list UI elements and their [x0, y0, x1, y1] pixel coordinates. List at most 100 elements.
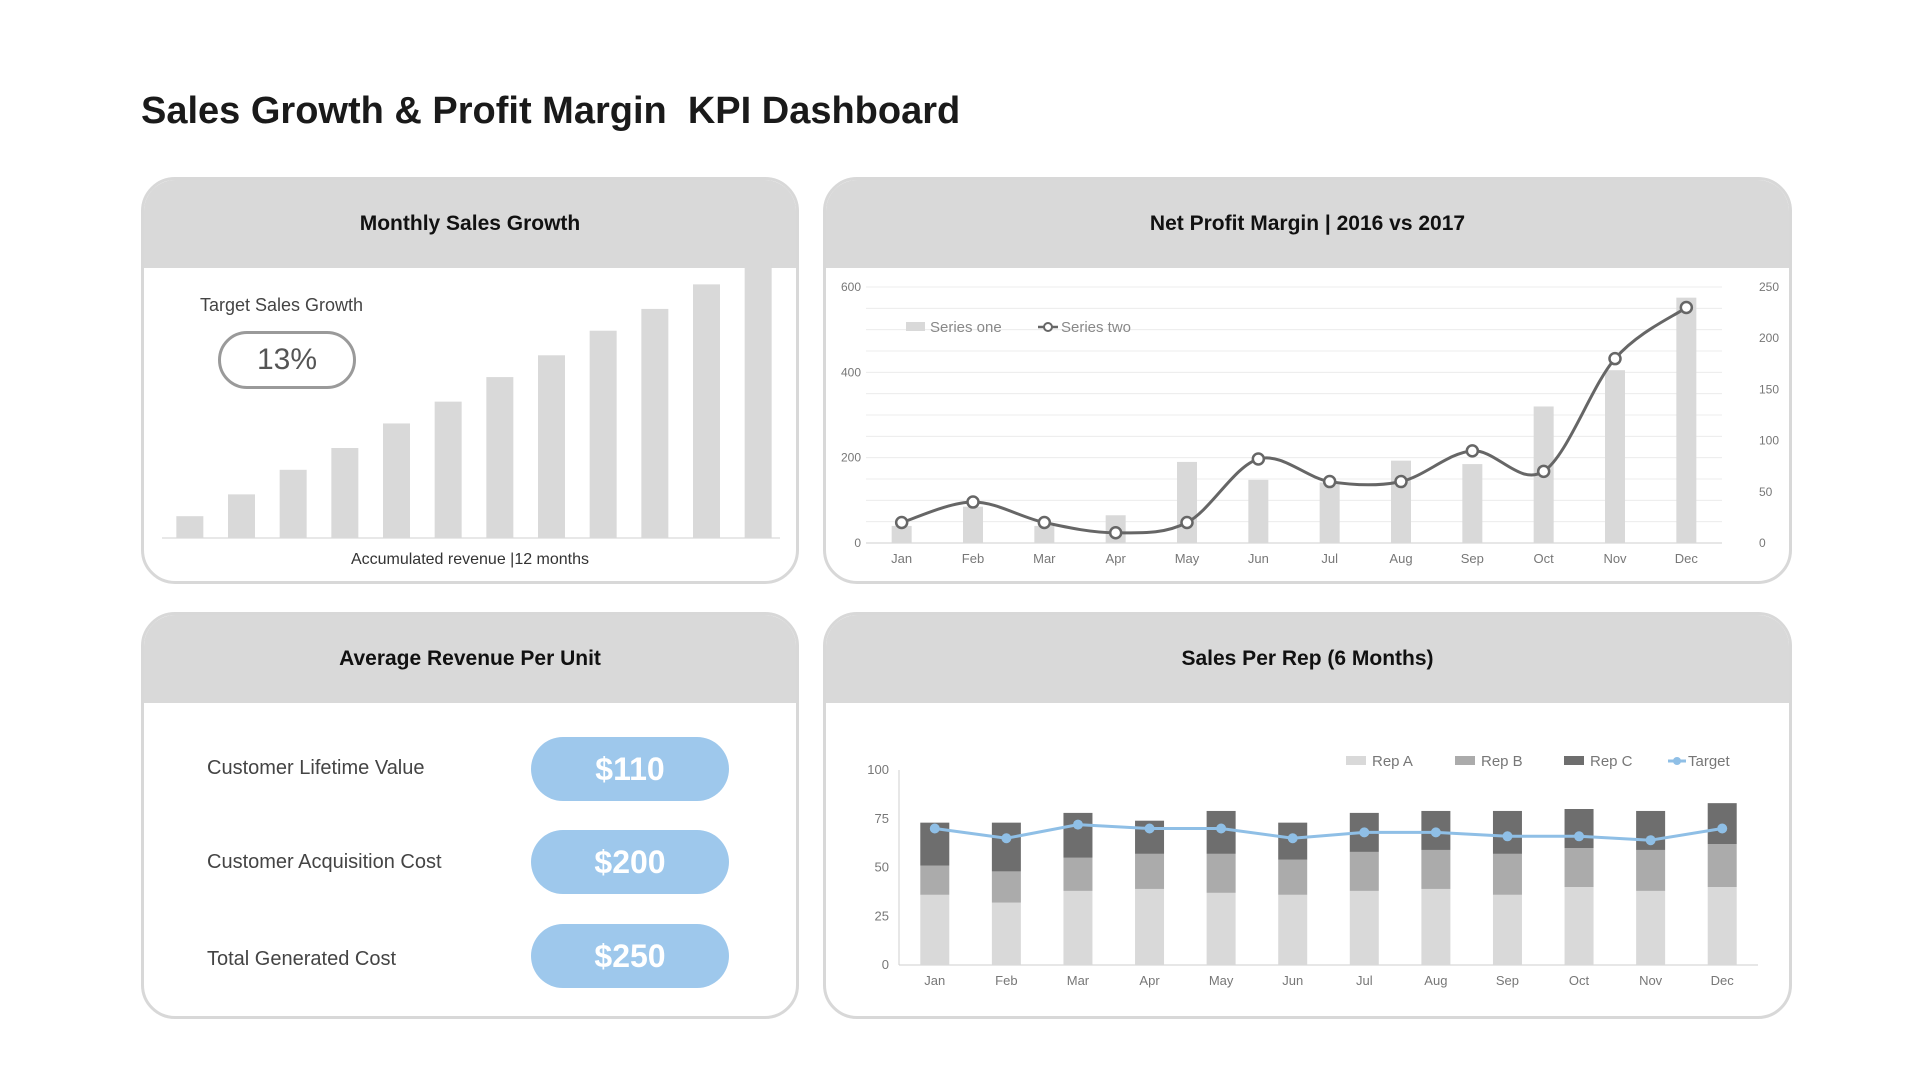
growth-bar [331, 448, 359, 538]
reps-target-point [1072, 819, 1083, 830]
reps-bar-rep-a [1206, 892, 1236, 965]
profit-left-tick: 0 [854, 536, 861, 550]
reps-bar-rep-a [1135, 888, 1165, 965]
reps-bar-rep-a [1564, 887, 1594, 965]
reps-target-point [929, 823, 940, 834]
sales-per-rep-card: Sales Per Rep (6 Months) 0 25 50 75 100 Jan Fe… [823, 612, 1792, 1019]
reps-x-tick: Feb [995, 973, 1017, 988]
reps-target-line [934, 823, 1723, 842]
reps-bar-rep-b [1564, 848, 1594, 887]
profit-legend-series-two: Series two [1061, 319, 1131, 336]
reps-target-point [1216, 823, 1227, 834]
accumulated-revenue-caption: Accumulated revenue |12 months [350, 551, 590, 568]
customer-lifetime-value-pill: $110 [531, 737, 729, 801]
reps-target-point [1001, 833, 1012, 844]
growth-bar [641, 308, 669, 538]
reps-target-point [1502, 831, 1513, 842]
reps-target-point [1717, 823, 1728, 834]
reps-x-tick: Jun [1282, 973, 1303, 988]
monthly-sales-growth-chart [162, 262, 780, 539]
reps-bar-rep-b [1063, 857, 1093, 891]
profit-x-tick: Oct [1534, 551, 1555, 566]
reps-y-tick: 100 [867, 762, 889, 777]
growth-bar [176, 516, 204, 538]
sales-per-rep-title: Sales Per Rep (6 Months) [826, 615, 1789, 703]
profit-x-tick: Jul [1321, 551, 1338, 566]
reps-bar-rep-a [1349, 890, 1379, 965]
profit-bar [1605, 370, 1625, 543]
reps-bar-rep-b [1278, 859, 1308, 895]
reps-bar-rep-a [1492, 894, 1522, 965]
reps-target-point [1287, 833, 1298, 844]
growth-bar [383, 423, 410, 538]
reps-y-tick: 25 [875, 908, 889, 923]
profit-line-point [1037, 515, 1052, 530]
profit-line-point [1322, 474, 1337, 489]
reps-legend-rep-b-swatch [1455, 756, 1475, 765]
profit-x-tick: May [1175, 551, 1200, 566]
profit-line-point [894, 515, 909, 530]
reps-y-tick: 0 [882, 957, 889, 972]
profit-bar [891, 525, 912, 543]
reps-x-tick: Nov [1639, 973, 1663, 988]
reps-legend-rep-a: Rep A [1372, 753, 1413, 770]
profit-line-point [1608, 351, 1622, 366]
reps-x-tick: Dec [1711, 973, 1735, 988]
net-profit-margin-card: Net Profit Margin | 2016 vs 2017 0 200 400… [823, 177, 1792, 584]
reps-x-tick: Jan [924, 973, 945, 988]
reps-bar-rep-a [1421, 888, 1451, 965]
profit-right-tick: 0 [1759, 536, 1766, 550]
reps-x-tick: Apr [1139, 973, 1160, 988]
reps-bar-rep-b [920, 865, 950, 895]
reps-bar-rep-b [1206, 853, 1236, 893]
reps-target-point [1645, 835, 1656, 846]
reps-x-tick: Sep [1496, 973, 1519, 988]
profit-x-tick: Apr [1106, 551, 1127, 566]
reps-legend-rep-c: Rep C [1590, 753, 1633, 770]
reps-target-point [1144, 823, 1155, 834]
profit-legend-series-one-swatch [906, 322, 925, 331]
reps-y-tick: 50 [875, 860, 889, 875]
reps-y-tick: 75 [875, 811, 889, 826]
profit-x-tick: Jan [891, 551, 912, 566]
reps-x-tick: Oct [1569, 973, 1590, 988]
average-revenue-title: Average Revenue Per Unit [144, 615, 796, 703]
reps-bar-rep-b [1492, 853, 1522, 895]
profit-x-tick: Sep [1461, 551, 1484, 566]
reps-bar-rep-b [1636, 849, 1666, 891]
total-generated-cost-pill: $250 [531, 924, 729, 988]
reps-bar-rep-b [1421, 849, 1451, 889]
reps-bar-rep-b [1707, 844, 1737, 887]
monthly-sales-growth-title: Monthly Sales Growth [144, 180, 796, 268]
target-sales-growth-label: Target Sales Growth [200, 295, 364, 315]
profit-legend-series-one: Series one [930, 319, 1002, 336]
profit-x-tick: Feb [962, 551, 984, 566]
growth-bar [744, 262, 772, 538]
monthly-sales-growth-card: Monthly Sales Growth Target Sales Growth… [141, 177, 799, 584]
reps-legend-target-marker [1673, 757, 1681, 765]
total-generated-cost-label: Total Generated Cost [207, 948, 396, 970]
customer-acquisition-cost-label: Customer Acquisition Cost [207, 851, 442, 873]
profit-line-point [1394, 474, 1408, 489]
profit-left-tick: 400 [841, 365, 861, 379]
profit-right-tick: 150 [1759, 382, 1779, 396]
reps-bar-rep-a [1278, 894, 1308, 965]
profit-bar [963, 506, 983, 543]
reps-bar-rep-a [1636, 890, 1666, 965]
profit-line-point [1108, 526, 1123, 540]
profit-line-point [1251, 452, 1266, 466]
reps-bar-rep-a [991, 902, 1021, 965]
customer-lifetime-value-label: Customer Lifetime Value [207, 757, 425, 779]
profit-bar [1391, 460, 1411, 543]
target-sales-growth-value: 13% [218, 331, 356, 389]
profit-x-tick: Dec [1675, 551, 1699, 566]
reps-bar-rep-b [1349, 851, 1379, 891]
reps-target-point [1359, 827, 1370, 838]
profit-x-tick: Mar [1033, 551, 1056, 566]
profit-line-point [1536, 464, 1551, 479]
profit-x-tick: Aug [1389, 551, 1412, 566]
profit-line-point [1465, 444, 1480, 458]
reps-bar-rep-b [1135, 853, 1165, 889]
net-profit-margin-title: Net Profit Margin | 2016 vs 2017 [826, 180, 1789, 268]
profit-bar [1177, 461, 1197, 543]
